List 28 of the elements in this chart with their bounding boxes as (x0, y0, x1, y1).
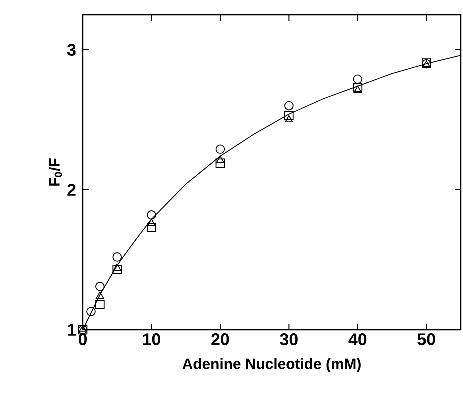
point (216, 144, 226, 154)
point (96, 282, 105, 292)
point (354, 86, 362, 94)
point (353, 74, 363, 84)
x-tick-label: 50 (418, 334, 436, 346)
point (284, 101, 294, 111)
point (285, 115, 294, 123)
x-tick-label: 30 (280, 334, 298, 346)
y-tick-label: 2 (68, 184, 76, 196)
point (216, 158, 226, 168)
point (284, 111, 294, 120)
x-tick-label: 0 (78, 334, 88, 346)
y-tick-label: 3 (67, 44, 76, 56)
point (112, 252, 122, 262)
point (353, 83, 363, 92)
point (113, 264, 122, 271)
y-axis-title: F$_{0}$/F (48, 158, 62, 186)
point (147, 223, 156, 232)
y-tick-label: 1 (68, 324, 76, 336)
x-tick-label: 20 (212, 334, 230, 346)
x-tick-label: 40 (348, 334, 367, 346)
point (112, 265, 122, 274)
point (96, 292, 104, 299)
point (147, 210, 156, 220)
x-tick-label: 10 (143, 334, 160, 346)
point (216, 156, 225, 164)
x-axis-title: Adenine Nucleotide (mM) (182, 358, 361, 372)
point (148, 218, 156, 226)
